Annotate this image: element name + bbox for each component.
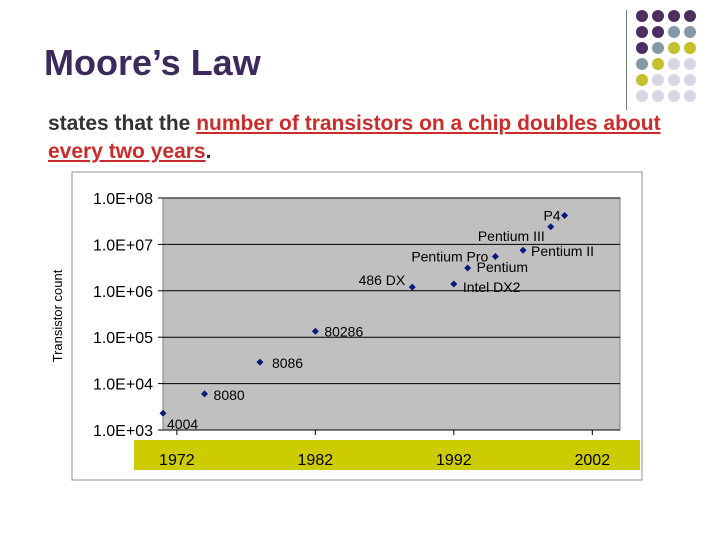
decor-dot: [668, 90, 680, 102]
data-label: Pentium Pro: [411, 248, 488, 264]
x-axis-ticks: 1972 1982 1992 2002: [159, 430, 610, 469]
data-point: [201, 390, 209, 398]
y-tick-label: 1.0E+03: [93, 423, 153, 440]
data-point: [450, 280, 458, 288]
decor-dot: [652, 42, 664, 54]
decor-dot: [668, 58, 680, 70]
decor-dot: [636, 90, 648, 102]
statement-prefix: states that the: [48, 112, 197, 135]
data-label: P4: [543, 207, 560, 223]
data-label: Pentium III: [478, 228, 545, 244]
data-label: 8086: [272, 355, 303, 371]
x-tick-label: 1982: [298, 452, 334, 469]
decor-dot: [636, 26, 648, 38]
y-tick-label: 1.0E+04: [93, 377, 153, 394]
data-point: [256, 358, 264, 366]
decor-dot: [652, 26, 664, 38]
decor-dot: [668, 10, 680, 22]
data-point: [519, 246, 527, 254]
y-tick-label: 1.0E+06: [93, 284, 153, 301]
data-label: 4004: [167, 416, 198, 432]
data-label: 486 DX: [359, 272, 406, 288]
y-tick-label: 1.0E+08: [93, 191, 153, 208]
data-point: [311, 327, 319, 335]
decor-dot: [636, 42, 648, 54]
data-label: 8080: [214, 387, 245, 403]
decor-dot: [652, 58, 664, 70]
data-point: [491, 252, 499, 260]
gridlines: [163, 197, 620, 431]
data-point: [547, 223, 555, 231]
decor-dot: [684, 58, 696, 70]
decor-dot: [668, 26, 680, 38]
moores-law-statement: states that the number of transistors on…: [48, 110, 698, 166]
x-axis-band: [134, 440, 640, 470]
data-point: [464, 264, 472, 272]
decor-dot: [684, 10, 696, 22]
data-label: Pentium II: [531, 243, 594, 259]
y-tick-label: 1.0E+07: [93, 237, 153, 254]
statement-highlight: number of transistors on a chip doubles …: [48, 112, 661, 163]
decor-dot: [636, 74, 648, 86]
plot-area: [162, 197, 621, 431]
decor-dot: [684, 26, 696, 38]
y-axis-ticks: 1.0E+08 1.0E+07 1.0E+06 1.0E+05 1.0E+04 1.0E+…: [93, 191, 163, 440]
decor-dot: [684, 90, 696, 102]
y-axis-label: Transistor count: [50, 269, 65, 362]
data-point: [159, 409, 167, 417]
decor-dot: [684, 74, 696, 86]
x-tick-label: 1992: [436, 452, 472, 469]
data-point: [408, 283, 416, 291]
decor-dot: [636, 58, 648, 70]
slide-title: Moore’s Law: [44, 42, 261, 83]
decor-dot: [668, 74, 680, 86]
decor-dot: [652, 10, 664, 22]
decor-dot: [668, 42, 680, 54]
data-point: [561, 211, 569, 219]
decor-divider: [626, 10, 627, 110]
x-tick-label: 2002: [575, 452, 611, 469]
decor-dot: [652, 90, 664, 102]
decor-dot: [684, 42, 696, 54]
decor-dot: [652, 74, 664, 86]
decor-dot: [636, 10, 648, 22]
x-tick-label: 1972: [159, 452, 195, 469]
y-tick-label: 1.0E+05: [93, 330, 153, 347]
data-label: Pentium: [477, 259, 528, 275]
statement-suffix: .: [205, 140, 212, 163]
data-label: 80286: [324, 323, 363, 339]
data-label: Intel DX2: [463, 279, 521, 295]
